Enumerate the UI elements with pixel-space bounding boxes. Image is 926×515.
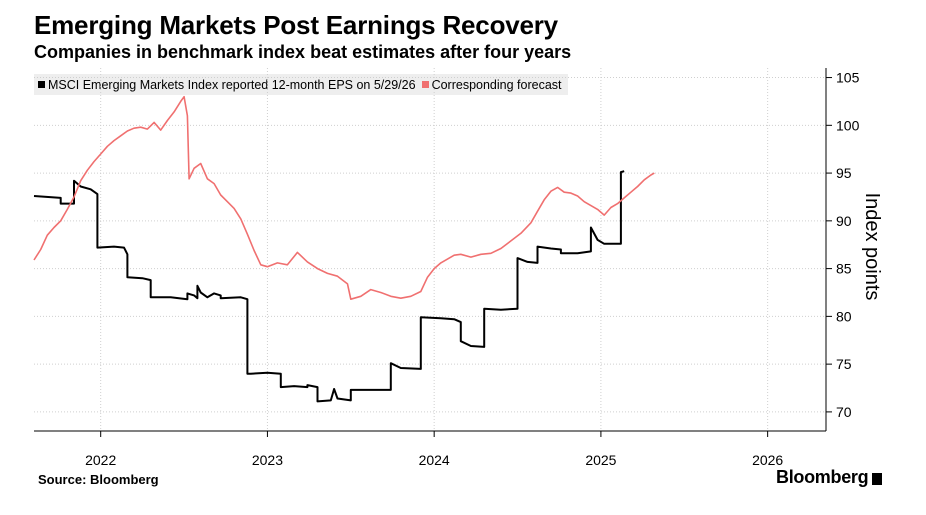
x-tick-label-2023: 2023: [252, 452, 283, 468]
y-tick-label-70: 70: [836, 404, 852, 420]
y-axis-label: Index points: [861, 193, 883, 301]
brand-name: Bloomberg: [776, 467, 869, 487]
legend-swatch-eps: [38, 81, 45, 88]
source-note: Source: Bloomberg: [38, 472, 159, 487]
x-tick-label-2026: 2026: [752, 452, 783, 468]
x-tick-label-2025: 2025: [585, 452, 616, 468]
legend-item-forecast: Corresponding forecast: [421, 77, 562, 92]
y-tick-label-85: 85: [836, 261, 852, 277]
legend-label-eps: MSCI Emerging Markets Index reported 12-…: [48, 77, 416, 92]
y-tick-label-80: 80: [836, 308, 852, 324]
legend-item-eps: MSCI Emerging Markets Index reported 12-…: [38, 78, 416, 92]
y-tick-label-105: 105: [836, 70, 860, 86]
y-tick-label-95: 95: [836, 165, 852, 181]
chart-subtitle: Companies in benchmark index beat estima…: [34, 42, 572, 62]
legend-swatch-forecast: [421, 81, 429, 88]
chart-title: Emerging Markets Post Earnings Recovery: [34, 10, 558, 40]
legend-label-forecast: Corresponding forecast: [431, 77, 562, 92]
x-tick-label-2024: 2024: [419, 452, 450, 468]
terminal-icon: [872, 472, 883, 485]
series-line-eps: [33, 170, 625, 403]
series-line-forecast: [33, 95, 655, 301]
x-tick-label-2022: 2022: [85, 452, 116, 468]
brand-logo: Bloomberg: [776, 467, 883, 488]
y-tick-label-100: 100: [836, 117, 860, 133]
y-tick-label-90: 90: [836, 213, 852, 229]
y-tick-label-75: 75: [836, 356, 852, 372]
